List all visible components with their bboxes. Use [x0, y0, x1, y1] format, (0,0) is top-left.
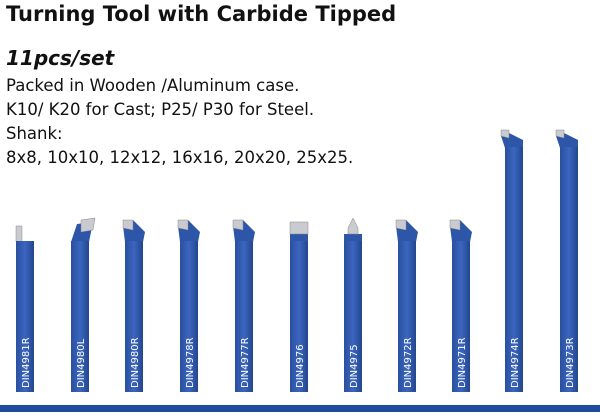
tool-label: DIN4971R: [457, 337, 468, 388]
carbide-tip: [289, 221, 309, 235]
tool-label: DIN4980R: [130, 337, 141, 388]
carbide-tip: [395, 219, 407, 231]
tool: DIN4971R: [449, 219, 472, 392]
description-line: Shank:: [6, 124, 63, 143]
tool-head: [290, 234, 308, 242]
tool-head: [344, 234, 362, 242]
tool: DIN4973R: [555, 129, 578, 392]
tool-shank: [344, 241, 362, 392]
description-line: K10/ K20 for Cast; P25/ P30 for Steel.: [6, 100, 315, 119]
tool-shank: [125, 241, 143, 392]
tool-label: DIN4972R: [403, 337, 414, 388]
tool-shank: [71, 241, 89, 392]
base-bar: [0, 405, 600, 412]
carbide-tip: [122, 219, 134, 231]
tool-label: DIN4974R: [510, 337, 521, 388]
tool-label: DIN4981R: [21, 337, 32, 388]
tool-label: DIN4973R: [565, 337, 576, 388]
tool: DIN4976: [289, 221, 309, 392]
tool-label: DIN4980L: [76, 338, 87, 388]
tool-shank: [16, 241, 34, 392]
tool-label: DIN4978R: [185, 337, 196, 388]
description-line: Packed in Wooden /Aluminum case.: [6, 76, 300, 95]
tool-shank: [290, 241, 308, 392]
tool: DIN4980R: [122, 219, 145, 392]
tool: DIN4977R: [232, 219, 255, 392]
carbide-tip: [347, 217, 359, 235]
tool-shank: [505, 147, 523, 392]
carbide-tip: [15, 225, 23, 243]
tool-shank: [560, 147, 578, 392]
tool-label: DIN4977R: [240, 337, 251, 388]
tool: DIN4981R: [15, 225, 34, 392]
carbide-tip: [80, 217, 96, 233]
subtitle: 11pcs/set: [6, 46, 115, 70]
tool: DIN4975: [344, 217, 362, 392]
title: Turning Tool with Carbide Tipped: [6, 2, 397, 26]
tool: DIN4978R: [177, 219, 200, 392]
carbide-tip: [555, 129, 565, 139]
carbide-tip: [232, 219, 244, 231]
tool-shank: [452, 241, 470, 392]
tool: DIN4974R: [500, 129, 523, 392]
tool: DIN4980L: [71, 217, 96, 392]
description-line: 8x8, 10x10, 12x12, 16x16, 20x20, 25x25.: [6, 148, 354, 167]
tool-label: DIN4975: [349, 344, 360, 388]
carbide-tip: [177, 219, 189, 231]
carbide-tip: [500, 129, 510, 139]
tool: DIN4972R: [395, 219, 418, 392]
carbide-tip: [449, 219, 461, 231]
tool-shank: [235, 241, 253, 392]
tool-label: DIN4976: [295, 344, 306, 388]
tool-shank: [398, 241, 416, 392]
tool-shank: [180, 241, 198, 392]
